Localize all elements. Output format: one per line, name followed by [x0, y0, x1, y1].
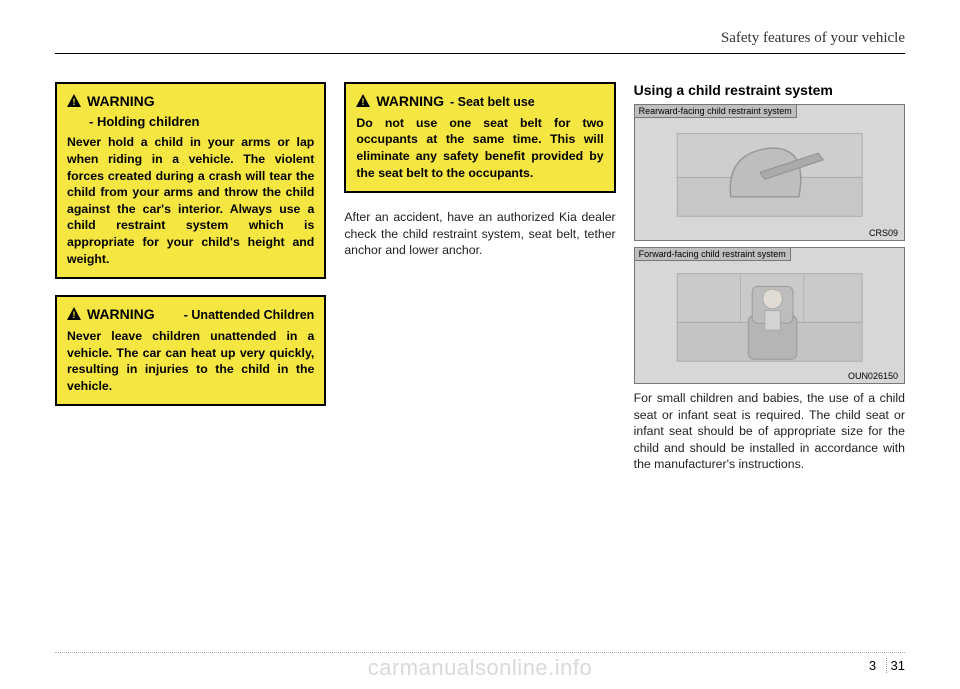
warning-body: Never hold a child in your arms or lap w… [67, 134, 314, 267]
column-2: ! WARNING - Seat belt use Do not use one… [344, 82, 615, 473]
warning-body: Never leave children unattended in a veh… [67, 328, 314, 394]
figure-illustration [641, 119, 898, 226]
warning-heading: ! WARNING [67, 92, 314, 111]
page-num-value: 31 [891, 658, 905, 673]
warning-triangle-icon: ! [67, 306, 81, 319]
chapter-number: 3 [864, 658, 887, 673]
column-3: Using a child restraint system Rearward-… [634, 82, 905, 473]
figure-illustration [641, 262, 898, 369]
paragraph-after-accident: After an accident, have an authorized Ki… [344, 209, 615, 259]
warning-seat-belt-use: ! WARNING - Seat belt use Do not use one… [344, 82, 615, 193]
warning-title: WARNING [87, 92, 155, 111]
warning-heading: ! WARNING - Unattended Children [67, 305, 314, 324]
svg-text:!: ! [73, 97, 76, 107]
warning-triangle-icon: ! [356, 93, 370, 106]
warning-body: Do not use one seat belt for two occupan… [356, 115, 603, 181]
figure-label: Rearward-facing child restraint system [635, 105, 797, 118]
figure-code: OUN026150 [846, 371, 900, 381]
warning-heading: ! WARNING - Seat belt use [356, 92, 603, 111]
paragraph-small-children: For small children and babies, the use o… [634, 390, 905, 473]
figure-code: CRS09 [867, 228, 900, 238]
warning-subtitle: - Seat belt use [450, 94, 535, 111]
content-columns: ! WARNING - Holding children Never hold … [55, 82, 905, 473]
warning-unattended-children: ! WARNING - Unattended Children Never le… [55, 295, 326, 406]
figure-forward-facing: Forward-facing child restraint system [634, 247, 905, 384]
warning-triangle-icon: ! [67, 93, 81, 106]
figure-rearward-facing: Rearward-facing child restraint system C… [634, 104, 905, 241]
page-header: Safety features of your vehicle [55, 30, 905, 54]
warning-title: WARNING [87, 305, 155, 324]
figure-label: Forward-facing child restraint system [635, 248, 791, 261]
warning-subtitle: - Unattended Children [161, 307, 315, 324]
page-number: 3 31 [864, 658, 905, 673]
watermark: carmanualsonline.info [0, 655, 960, 681]
column-1: ! WARNING - Holding children Never hold … [55, 82, 326, 473]
manual-page: Safety features of your vehicle ! WARNIN… [0, 0, 960, 689]
warning-holding-children: ! WARNING - Holding children Never hold … [55, 82, 326, 279]
footer-divider [55, 652, 905, 653]
warning-subtitle: - Holding children [89, 113, 314, 131]
svg-text:!: ! [73, 310, 76, 320]
svg-text:!: ! [362, 97, 365, 107]
section-title-child-restraint: Using a child restraint system [634, 82, 905, 98]
warning-title: WARNING [376, 92, 444, 111]
